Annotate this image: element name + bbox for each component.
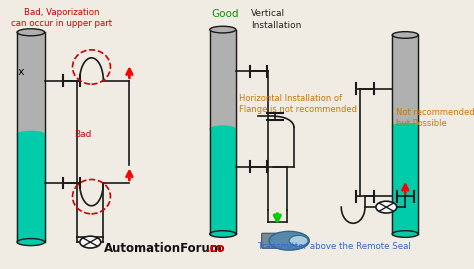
Ellipse shape: [392, 123, 418, 130]
Ellipse shape: [392, 32, 418, 38]
Ellipse shape: [289, 235, 308, 246]
Text: x: x: [18, 67, 25, 77]
Text: Vertical
Installation: Vertical Installation: [251, 9, 301, 30]
Ellipse shape: [392, 231, 418, 237]
Text: .co: .co: [206, 242, 226, 255]
Ellipse shape: [17, 239, 45, 246]
Ellipse shape: [17, 131, 45, 138]
Circle shape: [80, 236, 100, 248]
Text: Good: Good: [211, 9, 238, 19]
Ellipse shape: [17, 29, 45, 36]
Ellipse shape: [269, 231, 309, 250]
Text: Not recommended
but Possible: Not recommended but Possible: [396, 108, 474, 128]
Text: Horizontal Installation of
Flange is not recommended: Horizontal Installation of Flange is not…: [239, 94, 357, 114]
Text: AutomationForum: AutomationForum: [104, 242, 223, 255]
Text: Bad: Bad: [74, 130, 91, 139]
Circle shape: [376, 201, 397, 213]
FancyBboxPatch shape: [262, 233, 288, 248]
Ellipse shape: [210, 26, 236, 33]
Ellipse shape: [210, 126, 236, 132]
Text: Transmitter above the Remote Seal: Transmitter above the Remote Seal: [258, 242, 411, 251]
Ellipse shape: [210, 231, 236, 237]
Text: Bad, Vaporization
can occur in upper part: Bad, Vaporization can occur in upper par…: [11, 8, 112, 28]
